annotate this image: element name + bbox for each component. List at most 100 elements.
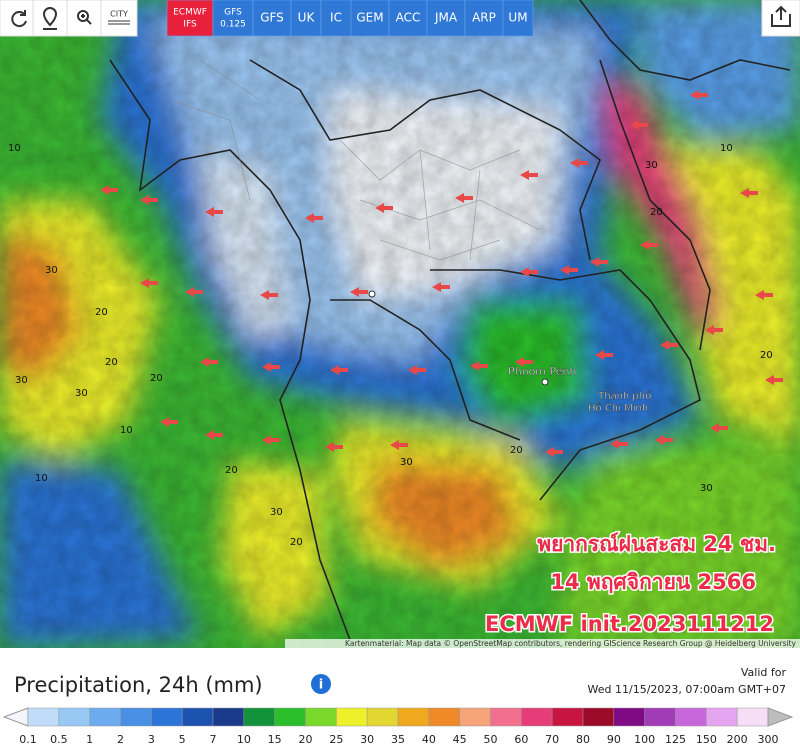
attribution: Kartenmaterial: Map data © OpenStreetMap… bbox=[345, 639, 797, 648]
wind-arrow bbox=[390, 440, 408, 450]
contour-labels: 10 30 20 20 30 30 20 10 10 20 30 30 20 20 30 20 10 20 30 20 bbox=[8, 143, 773, 554]
contour-label: 30 bbox=[700, 483, 713, 494]
legend-swatch bbox=[644, 707, 676, 727]
wind-arrow bbox=[350, 287, 368, 297]
model-button[interactable] bbox=[464, 0, 504, 37]
legend-swatch bbox=[675, 707, 707, 727]
location-icon bbox=[42, 6, 58, 30]
city-marker bbox=[368, 290, 376, 298]
model-sub: 0.125 bbox=[220, 20, 246, 30]
contour-label: 10 bbox=[120, 425, 133, 436]
wind-arrow bbox=[520, 267, 538, 277]
wind-arrow bbox=[140, 278, 158, 288]
legend-swatch bbox=[120, 707, 152, 727]
legend-arrow-right bbox=[767, 707, 794, 727]
legend-label: 70 bbox=[545, 733, 559, 746]
contour-label: 20 bbox=[600, 543, 613, 554]
wind-arrow bbox=[185, 287, 203, 297]
wind-arrow bbox=[262, 362, 280, 372]
wind-arrow bbox=[262, 435, 280, 445]
legend-label: 40 bbox=[422, 733, 436, 746]
legend-label: 90 bbox=[607, 733, 621, 746]
share-icon bbox=[771, 5, 791, 27]
legend-label: 60 bbox=[514, 733, 528, 746]
info-button[interactable] bbox=[311, 674, 331, 694]
contour-label: 30 bbox=[645, 160, 658, 171]
legend-swatch bbox=[490, 707, 522, 727]
legend-swatch bbox=[521, 707, 553, 727]
valid-time: Wed 11/15/2023, 07:00am GMT+07 bbox=[588, 683, 786, 696]
legend-swatch bbox=[212, 707, 245, 727]
model-sub: IFS bbox=[183, 20, 197, 30]
wind-arrow bbox=[545, 447, 563, 457]
wind-arrow bbox=[205, 207, 223, 217]
city-label: CITY bbox=[110, 10, 128, 19]
legend-label: 100 bbox=[634, 733, 655, 746]
contour-label: 20 bbox=[510, 445, 523, 456]
model-button[interactable] bbox=[166, 0, 214, 37]
legend-swatch bbox=[58, 707, 90, 727]
legend-label: 50 bbox=[484, 733, 498, 746]
model-button[interactable] bbox=[290, 0, 322, 37]
model-button[interactable] bbox=[426, 0, 466, 37]
wind-arrow bbox=[690, 90, 708, 100]
city-marker bbox=[541, 378, 549, 386]
wind-arrow bbox=[595, 350, 613, 360]
overlay: พยากรณ์ฝนสะสม 24 ชม. 14 พฤศจิกายน 2566 E… bbox=[484, 531, 778, 638]
refresh-icon bbox=[11, 10, 27, 28]
wind-arrow bbox=[570, 158, 588, 168]
wind-arrow bbox=[515, 357, 533, 367]
wind-arrow bbox=[100, 185, 118, 195]
legend-label: 0.1 bbox=[19, 733, 37, 746]
legend-label: 45 bbox=[453, 733, 467, 746]
wind-arrow bbox=[325, 442, 343, 452]
contour-label: 10 bbox=[35, 473, 48, 484]
wind-arrow bbox=[330, 365, 348, 375]
overlay-line: 14 พฤศจิกายน 2566 bbox=[550, 570, 756, 594]
contour-label: 20 bbox=[290, 537, 303, 548]
contour-label: 20 bbox=[95, 307, 108, 318]
legend-label: 3 bbox=[148, 733, 155, 746]
contour-label: 30 bbox=[270, 507, 283, 518]
legend-swatch bbox=[151, 707, 183, 727]
wind-arrow bbox=[755, 290, 773, 300]
legend-label: 15 bbox=[268, 733, 282, 746]
wind-arrow bbox=[655, 435, 673, 445]
legend-label: 1 bbox=[86, 733, 93, 746]
model-label: IC bbox=[330, 11, 342, 25]
wind-arrow bbox=[705, 325, 723, 335]
city-button[interactable] bbox=[100, 0, 138, 37]
place-label: Thành phố bbox=[597, 390, 651, 402]
legend-swatch bbox=[243, 707, 275, 727]
location-button[interactable] bbox=[32, 0, 68, 37]
wind-arrow bbox=[260, 290, 278, 300]
borders bbox=[109, 0, 791, 641]
model-label: JMA bbox=[434, 11, 458, 25]
contour-label: 20 bbox=[150, 373, 163, 384]
model-button[interactable] bbox=[502, 0, 534, 37]
model-label: ARP bbox=[472, 11, 496, 25]
wind-arrow bbox=[520, 170, 538, 180]
model-bar: ECMWF IFS GFS 0.125 GFS UK IC GEM ACC JMA ARP UM bbox=[166, 0, 534, 37]
legend-label: 7 bbox=[210, 733, 217, 746]
map[interactable]: 10 30 20 20 30 30 20 10 10 20 30 30 20 20 30 20 10 20 30 20… bbox=[0, 0, 800, 649]
wind-arrow bbox=[765, 375, 783, 385]
contour-label: 10 bbox=[8, 143, 21, 154]
legend-swatch bbox=[305, 707, 337, 727]
wind-arrow bbox=[740, 188, 758, 198]
wind-arrow bbox=[455, 193, 473, 203]
legend-label: 150 bbox=[696, 733, 717, 746]
legend-swatch bbox=[613, 707, 645, 727]
wind-arrow bbox=[408, 365, 426, 375]
overlay-line: ECMWF init.2023111212 bbox=[485, 612, 774, 636]
wind-arrow bbox=[375, 203, 393, 213]
model-button[interactable] bbox=[212, 0, 254, 37]
legend-label: 25 bbox=[329, 733, 343, 746]
legend-swatch bbox=[582, 707, 615, 727]
model-label: UK bbox=[298, 11, 316, 25]
legend-label: 2 bbox=[117, 733, 124, 746]
wind-arrow bbox=[470, 361, 488, 371]
contour-label: 10 bbox=[720, 143, 733, 154]
refresh-button[interactable] bbox=[0, 0, 39, 37]
